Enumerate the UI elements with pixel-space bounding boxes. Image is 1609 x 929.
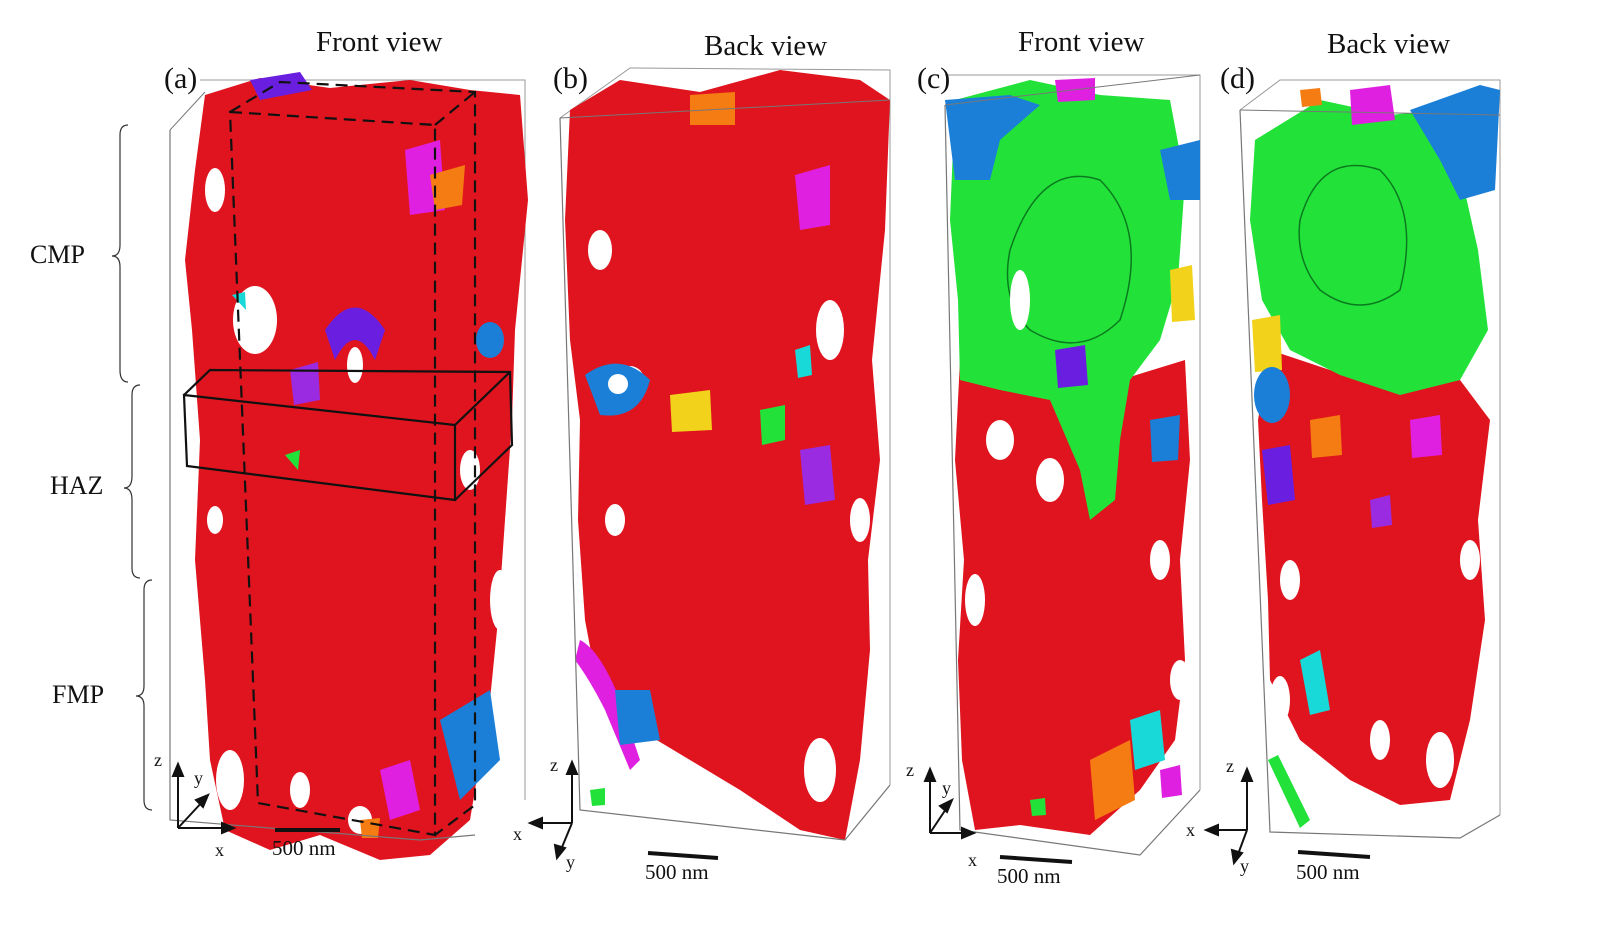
axes-triad-a [171,761,237,835]
panel-a-label: (a) [164,62,198,95]
axis-y-c: y [942,778,951,798]
scale-bar-b-text: 500 nm [645,860,709,884]
panel-b-red-grain-mass [565,70,890,840]
panel-d-reconstruction [1239,79,1501,839]
region-label-cmp: CMP [30,240,85,269]
axis-x-d: x [1186,820,1195,840]
axes-triad-d [1203,766,1254,866]
axis-z-b: z [550,755,558,775]
panel-b-label: (b) [553,62,588,95]
axis-y-a: y [194,768,203,788]
axis-x-c: x [968,850,977,870]
axes-triad-c [923,766,977,840]
panel-d-green-grain [1250,100,1488,395]
region-bracket [111,124,153,811]
axes-triad-b [527,759,579,861]
scale-bar-b-line [647,851,719,860]
axis-z-c: z [906,760,914,780]
scale-bar-c-line [999,855,1073,864]
panel-d-label: (d) [1220,62,1255,95]
region-label-fmp: FMP [52,680,105,709]
panel-c-red-grain-mass [955,360,1190,835]
panel-c-green-grain [950,80,1185,520]
axis-z-a: z [154,750,162,770]
axis-y-d: y [1240,856,1249,876]
panel-a-red-grain-mass [185,78,528,860]
panel-b-view-title: Back view [704,30,828,62]
scale-bar-c-text: 500 nm [997,864,1061,888]
panel-a-view-title: Front view [316,26,443,58]
panel-b-reconstruction [559,67,891,841]
panel-c-view-title: Front view [1018,26,1145,58]
panel-c-label: (c) [917,62,951,95]
axis-x-b: x [513,824,522,844]
scale-bar-d-text: 500 nm [1296,860,1360,884]
panel-c-reconstruction [944,74,1201,856]
panel-d-view-title: Back view [1327,28,1451,60]
scale-bar-d-line [1297,850,1371,859]
panel-a-reconstruction [169,72,528,860]
axis-y-b: y [566,852,575,872]
scale-bar-a-text: 500 nm [272,836,336,860]
region-label-haz: HAZ [50,471,104,500]
axis-x-a: x [215,840,224,860]
axis-z-d: z [1226,756,1234,776]
